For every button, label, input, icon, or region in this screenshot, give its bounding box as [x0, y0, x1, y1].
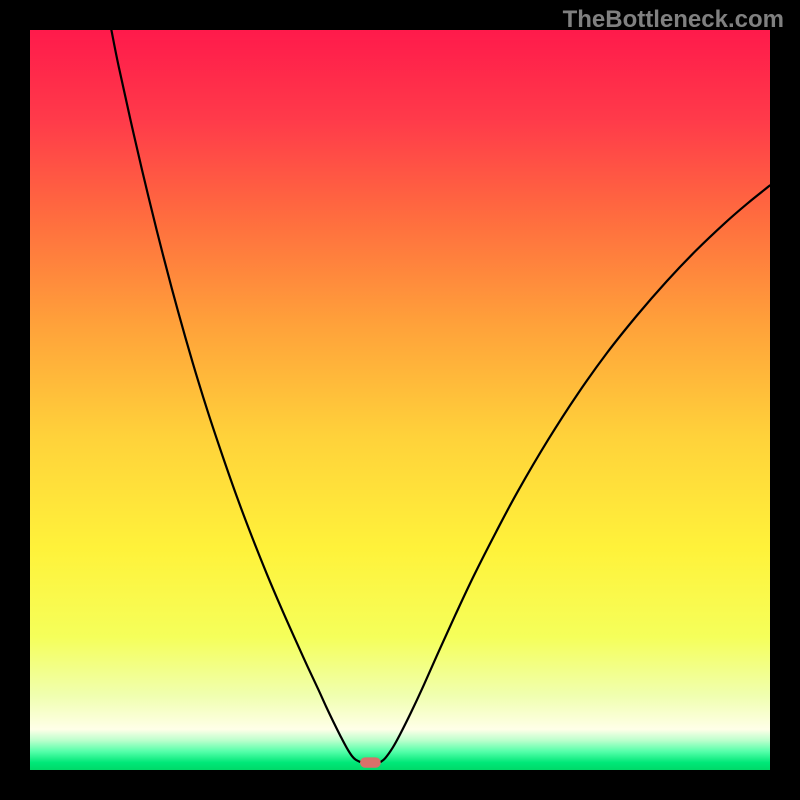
chart-container: TheBottleneck.com — [0, 0, 800, 800]
plot-area — [30, 30, 770, 770]
chart-svg — [30, 30, 770, 770]
bottleneck-marker — [360, 757, 381, 767]
gradient-background — [30, 30, 770, 770]
watermark-label: TheBottleneck.com — [563, 6, 784, 34]
